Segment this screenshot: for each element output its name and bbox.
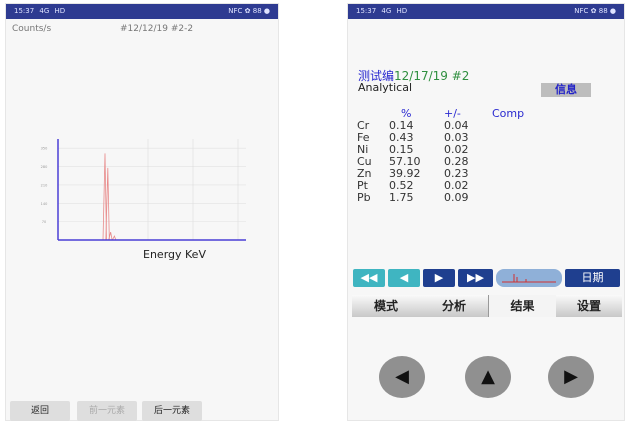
element-cell: Cr [357,119,370,132]
table-row: Pt 0.52 0.02 [357,180,524,192]
status-bar: 15:37 4G HD NFC ✿ 88 ● [348,4,624,19]
percent-cell: 0.52 [389,179,414,192]
y-tick-label: 350 [41,147,48,151]
status-bar: 15:37 4G HD NFC ✿ 88 ● [6,4,278,19]
y-tick-label: 280 [41,165,48,169]
element-cell: Zn [357,167,372,180]
mode-label: Analytical [358,81,413,94]
table-row: Cu 57.10 0.28 [357,156,524,168]
test-title-prefix: 测试编 [358,69,395,83]
tab-mode[interactable]: 模式 [352,295,420,317]
table-header: % +/- Comp [357,108,524,120]
percent-cell: 57.10 [389,155,421,168]
spectrum-chart: 350 280 210 140 70 [41,139,246,241]
up-arrow-button[interactable]: ▲ [465,356,511,398]
percent-cell: 0.14 [389,119,414,132]
element-cell: Fe [357,131,370,144]
status-time: 15:37 [356,7,377,15]
element-cell: Pt [357,179,368,192]
table-row: Zn 39.92 0.23 [357,168,524,180]
status-icons: NFC ✿ 88 ● [228,7,270,15]
error-cell: 0.09 [444,191,469,204]
spectrum-thumbnail-icon [502,274,556,283]
status-time: 15:37 [14,7,35,15]
results-screen: 15:37 4G HD NFC ✿ 88 ● 测试编12/17/19 #2 An… [347,3,625,421]
tab-settings[interactable]: 设置 [556,295,622,317]
prev-button[interactable]: ◀ [388,269,420,287]
error-cell: 0.02 [444,179,469,192]
table-row: Ni 0.15 0.02 [357,144,524,156]
element-cell: Cu [357,155,372,168]
spectrum-thumbnail-button[interactable] [496,269,562,287]
first-button[interactable]: ◀◀ [353,269,385,287]
spectrum-screen: 15:37 4G HD NFC ✿ 88 ● Counts/s #12/12/1… [5,3,279,421]
left-arrow-button[interactable]: ◀ [379,356,425,398]
sample-id: #12/12/19 #2-2 [120,24,194,34]
test-id: 12/17/19 #2 [394,69,470,83]
header-pct: % [401,107,412,120]
x-axis-label: Energy KeV [143,248,206,261]
table-row: Pb 1.75 0.09 [357,192,524,204]
spectrum-peak [112,235,117,241]
info-button[interactable]: 信息 [541,83,591,97]
date-button[interactable]: 日期 [565,269,620,287]
test-title: 测试编12/17/19 #2 [358,67,469,84]
right-arrow-button[interactable]: ▶ [548,356,594,398]
y-tick-label: 140 [41,202,48,206]
y-tick-label: 70 [42,220,46,224]
header-err: +/- [444,107,461,120]
spectrum-peak [102,153,107,241]
wifi-icon: HD [54,7,66,15]
header-comp: Comp [492,107,525,120]
error-cell: 0.28 [444,155,469,168]
error-cell: 0.02 [444,143,469,156]
percent-cell: 1.75 [389,191,414,204]
next-button[interactable]: ▶ [423,269,455,287]
tab-results[interactable]: 结果 [488,295,556,317]
spectrum-peak [108,232,113,241]
element-cell: Ni [357,143,369,156]
percent-cell: 0.15 [389,143,414,156]
wifi-icon: HD [396,7,408,15]
error-cell: 0.04 [444,119,469,132]
error-cell: 0.03 [444,131,469,144]
prev-element-button[interactable]: 前一元素 [77,401,137,421]
tab-analysis[interactable]: 分析 [420,295,488,317]
spectrum-peak [105,167,110,241]
y-tick-label: 210 [41,183,48,187]
percent-cell: 39.92 [389,167,421,180]
table-row: Fe 0.43 0.03 [357,132,524,144]
back-button[interactable]: 返回 [10,401,70,421]
error-cell: 0.23 [444,167,469,180]
results-table: % +/- Comp Cr 0.14 0.04 Fe 0.43 0.03 Ni 0.15 0.0… [357,108,524,204]
signal-icon: 4G [381,7,392,15]
next-element-button[interactable]: 后一元素 [142,401,202,421]
element-cell: Pb [357,191,371,204]
y-axis-label: Counts/s [12,24,52,34]
signal-icon: 4G [39,7,50,15]
percent-cell: 0.43 [389,131,414,144]
table-row: Cr 0.14 0.04 [357,120,524,132]
status-icons: NFC ✿ 88 ● [574,7,616,15]
last-button[interactable]: ▶▶ [458,269,493,287]
